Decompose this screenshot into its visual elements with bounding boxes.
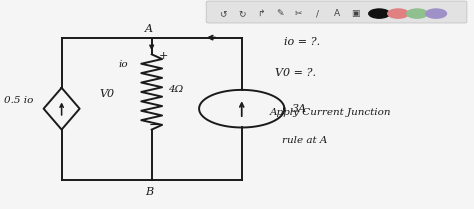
Text: −: −: [149, 119, 159, 132]
Circle shape: [407, 9, 428, 18]
Text: Apply Current Junction: Apply Current Junction: [270, 108, 392, 117]
Circle shape: [369, 9, 390, 18]
Text: B: B: [145, 187, 154, 197]
Text: ↱: ↱: [257, 9, 264, 18]
Circle shape: [388, 9, 409, 18]
Text: ✂: ✂: [295, 9, 302, 18]
Text: +: +: [159, 51, 168, 61]
Text: A: A: [334, 9, 339, 18]
Text: 0.5 io: 0.5 io: [4, 96, 34, 105]
Text: V0 = ?.: V0 = ?.: [275, 68, 316, 78]
Text: ↺: ↺: [219, 9, 227, 18]
Text: ✎: ✎: [276, 9, 283, 18]
Text: io = ?.: io = ?.: [284, 37, 320, 47]
Text: 3A: 3A: [292, 104, 307, 114]
Text: /: /: [316, 9, 319, 18]
Text: ↻: ↻: [238, 9, 246, 18]
Text: 4Ω: 4Ω: [168, 85, 183, 94]
Text: A: A: [146, 24, 153, 34]
Text: ▣: ▣: [351, 9, 360, 18]
Text: rule at A: rule at A: [282, 135, 328, 145]
Circle shape: [426, 9, 447, 18]
FancyBboxPatch shape: [206, 1, 467, 23]
Text: io: io: [118, 60, 128, 69]
Text: V0: V0: [99, 89, 114, 99]
